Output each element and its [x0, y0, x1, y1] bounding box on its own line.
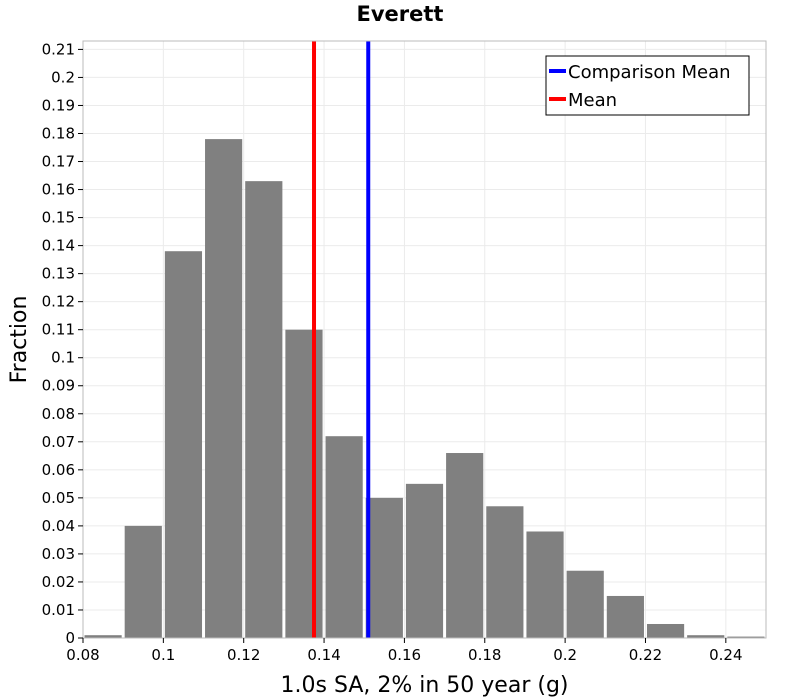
legend-label: Comparison Mean	[568, 62, 731, 83]
histogram-bar	[84, 635, 122, 638]
x-tick-label: 0.14	[307, 646, 340, 664]
legend-box	[545, 55, 750, 116]
y-tick-label: 0.01	[42, 601, 75, 619]
y-axis-label: Fraction	[7, 296, 32, 384]
histogram-bar	[727, 636, 765, 638]
histogram-bar	[687, 635, 725, 638]
histogram-bar	[606, 595, 644, 638]
x-axis-ticks: 0.08 0.1 0.12 0.14 0.16 0.18 0.2 0.22 0.24	[66, 638, 743, 664]
y-tick-label: 0.06	[42, 461, 75, 479]
histogram-bar	[325, 436, 363, 638]
histogram-bar	[245, 181, 283, 638]
mean-lines	[312, 41, 371, 638]
y-tick-label: 0.17	[42, 153, 75, 171]
histogram-bar	[646, 623, 685, 638]
y-tick-label: 0.09	[42, 377, 75, 395]
y-tick-label: 0.15	[42, 209, 75, 227]
histogram-bar	[446, 453, 484, 638]
x-axis-label: 1.0s SA, 2% in 50 year (g)	[281, 673, 569, 698]
bars	[84, 139, 765, 639]
chart-title: Everett	[356, 2, 444, 26]
y-tick-label: 0.03	[42, 545, 75, 563]
x-tick-label: 0.2	[553, 646, 577, 664]
y-tick-label: 0.13	[42, 265, 75, 283]
y-tick-label: 0.08	[42, 405, 75, 423]
y-tick-label: 0.18	[42, 124, 75, 142]
legend: Comparison Mean Mean	[545, 55, 750, 116]
x-tick-label: 0.08	[66, 646, 99, 664]
histogram-bar	[566, 570, 604, 638]
histogram-bar	[526, 531, 564, 638]
y-tick-label: 0.2	[51, 68, 75, 86]
histogram-bar	[164, 251, 203, 638]
y-tick-label: 0.11	[42, 321, 75, 339]
histogram-bar	[124, 525, 162, 638]
x-tick-label: 0.1	[151, 646, 175, 664]
plot-frame	[82, 40, 767, 639]
histogram-bar	[405, 483, 444, 638]
y-tick-label: 0.21	[42, 40, 75, 58]
y-tick-label: 0.12	[42, 293, 75, 311]
x-tick-label: 0.12	[227, 646, 260, 664]
y-tick-label: 0.02	[42, 573, 75, 591]
y-tick-label: 0	[65, 629, 75, 647]
x-tick-label: 0.22	[629, 646, 662, 664]
y-tick-label: 0.1	[51, 349, 75, 367]
y-tick-label: 0.04	[42, 517, 75, 535]
y-tick-label: 0.14	[42, 237, 75, 255]
legend-label: Mean	[568, 90, 617, 111]
histogram-bar	[486, 506, 524, 638]
y-tick-label: 0.05	[42, 489, 75, 507]
histogram-bar	[285, 329, 323, 638]
x-tick-label: 0.24	[709, 646, 742, 664]
x-tick-label: 0.16	[388, 646, 421, 664]
x-tick-label: 0.18	[468, 646, 501, 664]
histogram-bar	[205, 139, 243, 639]
y-tick-label: 0.16	[42, 181, 75, 199]
y-tick-label: 0.19	[42, 96, 75, 114]
y-axis-ticks: 0 0.01 0.02 0.03 0.04 0.05 0.06 0.07 0.08 0.09 0.1…	[42, 40, 83, 647]
y-tick-label: 0.07	[42, 433, 75, 451]
histogram-bar	[365, 497, 403, 638]
